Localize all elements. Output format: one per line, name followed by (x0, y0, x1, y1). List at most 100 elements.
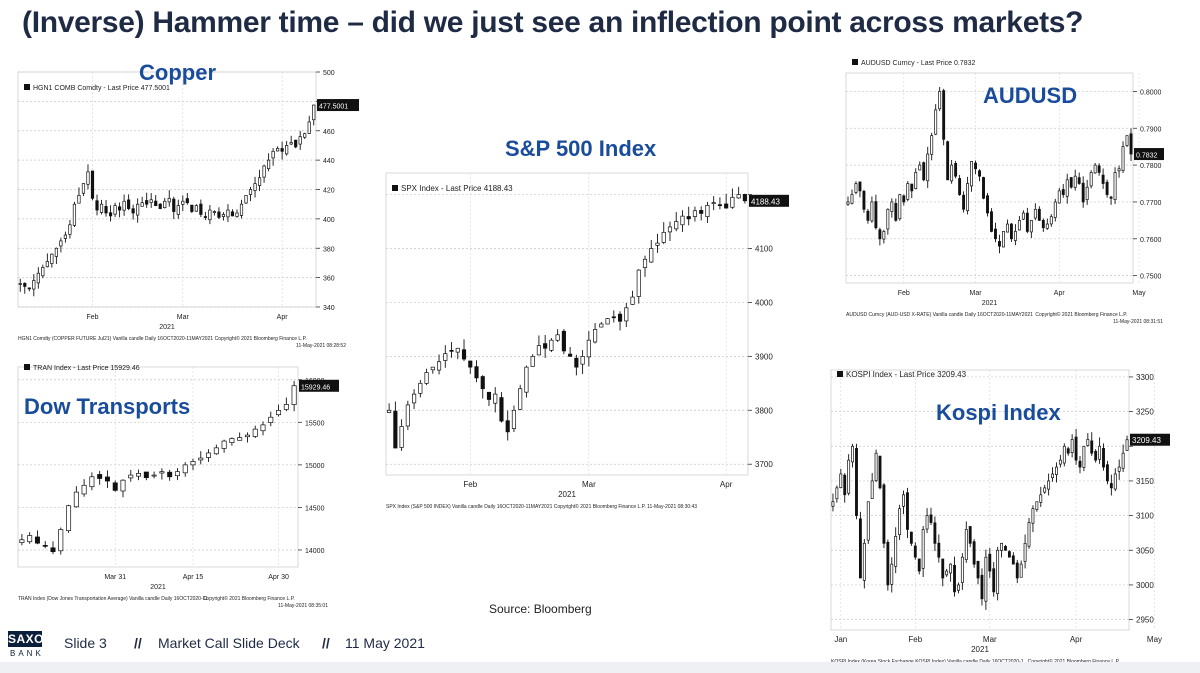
kospi-candle (996, 549, 1000, 594)
kospi-xtick-label: Mar (983, 635, 997, 644)
spx-ytick-label: 3900 (755, 352, 773, 361)
copper-last-price-label: 477.5001 (319, 104, 348, 111)
copper-candle (122, 200, 126, 211)
tran-candle (237, 437, 243, 441)
spx-candle (405, 404, 410, 427)
spx-candle (511, 409, 517, 429)
kospi-ytick-label: 3150 (1136, 477, 1154, 486)
spx-candle (705, 205, 710, 217)
copper-candle (248, 189, 253, 195)
kospi-candle (839, 473, 843, 489)
copper-candle (27, 287, 31, 290)
tran-ytick-label: 14000 (305, 548, 325, 555)
copper-ytick-label: 420 (323, 188, 335, 195)
spx-candle (736, 194, 741, 199)
tran-candle (120, 479, 126, 492)
copper-candle (253, 183, 257, 191)
kospi-candle (890, 563, 894, 585)
copper-svg: 340360380400420440460480500FebMarApr2021… (17, 70, 359, 349)
audusd-candle (850, 194, 854, 204)
spx-candle (418, 382, 423, 394)
kospi-candle (1007, 551, 1011, 558)
kospi-candle (953, 564, 956, 593)
tran-year-label: 2021 (150, 584, 166, 591)
audusd-candle (846, 201, 850, 205)
spx-legend-swatch (392, 185, 398, 191)
audusd-plot-frame (845, 72, 1134, 284)
tran-plot-frame (17, 366, 299, 568)
tran-candle (97, 474, 103, 479)
copper-candle (45, 261, 49, 268)
copper-candle (262, 165, 266, 178)
copper-candle (104, 206, 108, 214)
spx-ytick-label: 4000 (755, 298, 773, 307)
audusd-candle (1101, 174, 1105, 184)
tran-candle (58, 529, 64, 552)
audusd-candle (970, 161, 974, 187)
audusd-candle (910, 183, 914, 192)
tran-candle (42, 544, 48, 547)
kospi-candle (858, 518, 862, 579)
audusd-candle (1089, 172, 1093, 187)
spx-candle (692, 210, 698, 217)
copper-candle (72, 203, 77, 226)
copper-candle (294, 139, 298, 148)
copper-candle (136, 203, 140, 216)
copper-candle (307, 121, 311, 134)
tran-candle (112, 482, 118, 491)
copper-candle (163, 200, 167, 209)
footer-separator: // (134, 635, 142, 651)
audusd-ytick-label: 0.7600 (1140, 237, 1162, 244)
copper-candle (145, 200, 149, 205)
copper-xtick-label: Feb (86, 314, 98, 321)
spx-candle (455, 347, 460, 353)
kospi-candle (913, 545, 917, 558)
copper-ytick-label: 440 (323, 158, 335, 165)
tran-candle (268, 416, 274, 423)
kospi-candle (980, 574, 984, 600)
copper-candle (99, 203, 104, 213)
audusd-ytick-label: 0.8000 (1140, 89, 1162, 96)
copper-candle (208, 209, 212, 221)
kospi-candle (855, 448, 858, 516)
copper-candle (289, 142, 293, 145)
copper-xtick-label: Apr (277, 314, 289, 321)
copper-candle (68, 224, 72, 235)
copper-candle (131, 208, 135, 214)
tran-xtick-label: Apr 15 (183, 574, 204, 581)
copper-candle (199, 203, 203, 215)
spx-candle (674, 221, 679, 230)
kospi-plot-frame (830, 369, 1130, 631)
kospi-candle (1117, 466, 1121, 472)
kospi-candle (1102, 448, 1105, 468)
audusd-xtick-label: Feb (898, 290, 910, 297)
kospi-candle (1043, 487, 1047, 493)
audusd-candle (990, 211, 993, 232)
tran-ytick-label: 15000 (305, 463, 325, 470)
kospi-candle (929, 514, 933, 523)
tran-legend-text: TRAN Index - Last Price 15929.46 (33, 365, 140, 372)
audusd-candle (1061, 189, 1065, 195)
kospi-candle (960, 556, 964, 583)
spx-candle (711, 202, 716, 205)
audusd-candle (998, 241, 1001, 247)
slide-number: Slide 3 (64, 635, 107, 651)
tran-candle (66, 505, 72, 532)
deck-name: Market Call Slide Deck (158, 635, 300, 651)
spx-candle (543, 343, 548, 349)
kospi-candle (1074, 436, 1078, 461)
audusd-candle (1053, 201, 1057, 218)
audusd-candle (954, 163, 958, 177)
audusd-legend-text: AUDUSD Curncy - Last Price 0.7832 (861, 60, 975, 67)
spx-candle (436, 361, 442, 371)
kospi-xtick-label: May (1147, 635, 1162, 644)
audusd-candle (1041, 219, 1045, 229)
kospi-candle (1062, 445, 1066, 464)
kospi-ytick-label: 3050 (1136, 546, 1154, 555)
copper-candle (257, 177, 262, 186)
audusd-last-price-tag (1134, 148, 1164, 161)
tran-last-price-label: 15929.46 (301, 384, 330, 391)
kospi-candle (1055, 466, 1058, 475)
spx-candle (549, 339, 554, 351)
